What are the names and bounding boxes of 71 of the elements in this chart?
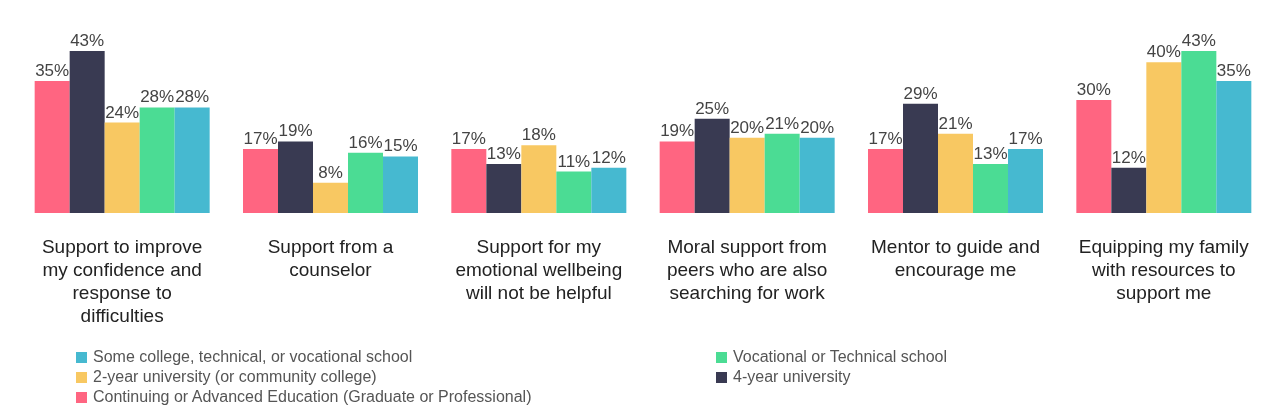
data-label: 25% [695,98,730,118]
legend-label: Vocational or Technical school [733,348,948,366]
data-label: 17% [451,128,486,148]
bar [1146,62,1182,213]
legend-label: Continuing or Advanced Education (Graduate or Professional) [93,388,532,406]
data-label: 19% [278,121,313,141]
data-label: 28% [175,87,210,107]
legend-label: Some college, technical, or vocational school [93,348,413,366]
bar [451,148,487,213]
data-label: 12% [591,147,626,167]
bar [383,156,418,213]
data-label: 15% [383,136,418,156]
bar [348,152,383,213]
bar [1216,81,1252,213]
data-label: 8% [318,162,343,182]
x-tick-label: Support from a counselor [267,236,394,280]
bar [1181,50,1217,213]
legend-label: 2-year university (or community college) [93,368,377,386]
data-label: 17% [1008,128,1043,148]
bar [973,164,1008,213]
x-tick-label: Equipping my family with resources to support me [1078,236,1250,303]
bar [591,167,627,213]
data-label: 17% [868,128,903,148]
x-tick-label: Moral support from peers who are also searching for work [666,236,828,303]
bar [486,164,522,213]
bar [139,107,175,213]
data-label: 12% [1111,147,1146,167]
data-label: 20% [730,117,765,137]
bar [1111,167,1147,213]
bar [659,141,695,213]
data-label: 13% [973,144,1008,164]
bar [34,81,70,213]
data-label: 35% [1216,61,1251,81]
bar [556,171,592,213]
data-label: 29% [903,83,938,103]
data-label: 11% [557,151,591,171]
bar [1076,99,1112,213]
data-label: 19% [660,121,695,141]
data-label: 40% [1146,42,1181,62]
bar [903,103,938,213]
legend-label: 4-year university [733,368,851,386]
bar [69,50,105,213]
data-label: 21% [765,113,800,133]
bar [521,145,557,213]
data-label: 21% [938,113,973,133]
bar [868,148,903,213]
x-tick-label: Mentor to guide and encourage me [870,236,1041,280]
data-label: 43% [70,30,105,50]
data-label: 43% [1181,30,1216,50]
data-label: 20% [800,117,835,137]
data-label: 17% [243,128,278,148]
bar [799,137,835,213]
bar [313,182,348,213]
bar [174,107,210,213]
bar [278,141,313,213]
bar [1008,148,1043,213]
data-label: 35% [35,61,70,81]
data-label: 16% [348,132,383,152]
bar [104,122,140,213]
bar [729,137,765,213]
x-tick-label: Support to improve my confidence and response to difficulties [41,236,203,326]
data-label: 13% [486,144,521,164]
bar [694,118,730,213]
bar [764,133,800,213]
bar [243,148,278,213]
data-label: 24% [105,102,140,122]
x-tick-label: Support for my emotional wellbeing will not be helpful [455,236,623,303]
data-label: 28% [140,87,175,107]
data-label: 30% [1076,79,1111,99]
data-label: 18% [521,125,556,145]
bar [938,133,973,213]
